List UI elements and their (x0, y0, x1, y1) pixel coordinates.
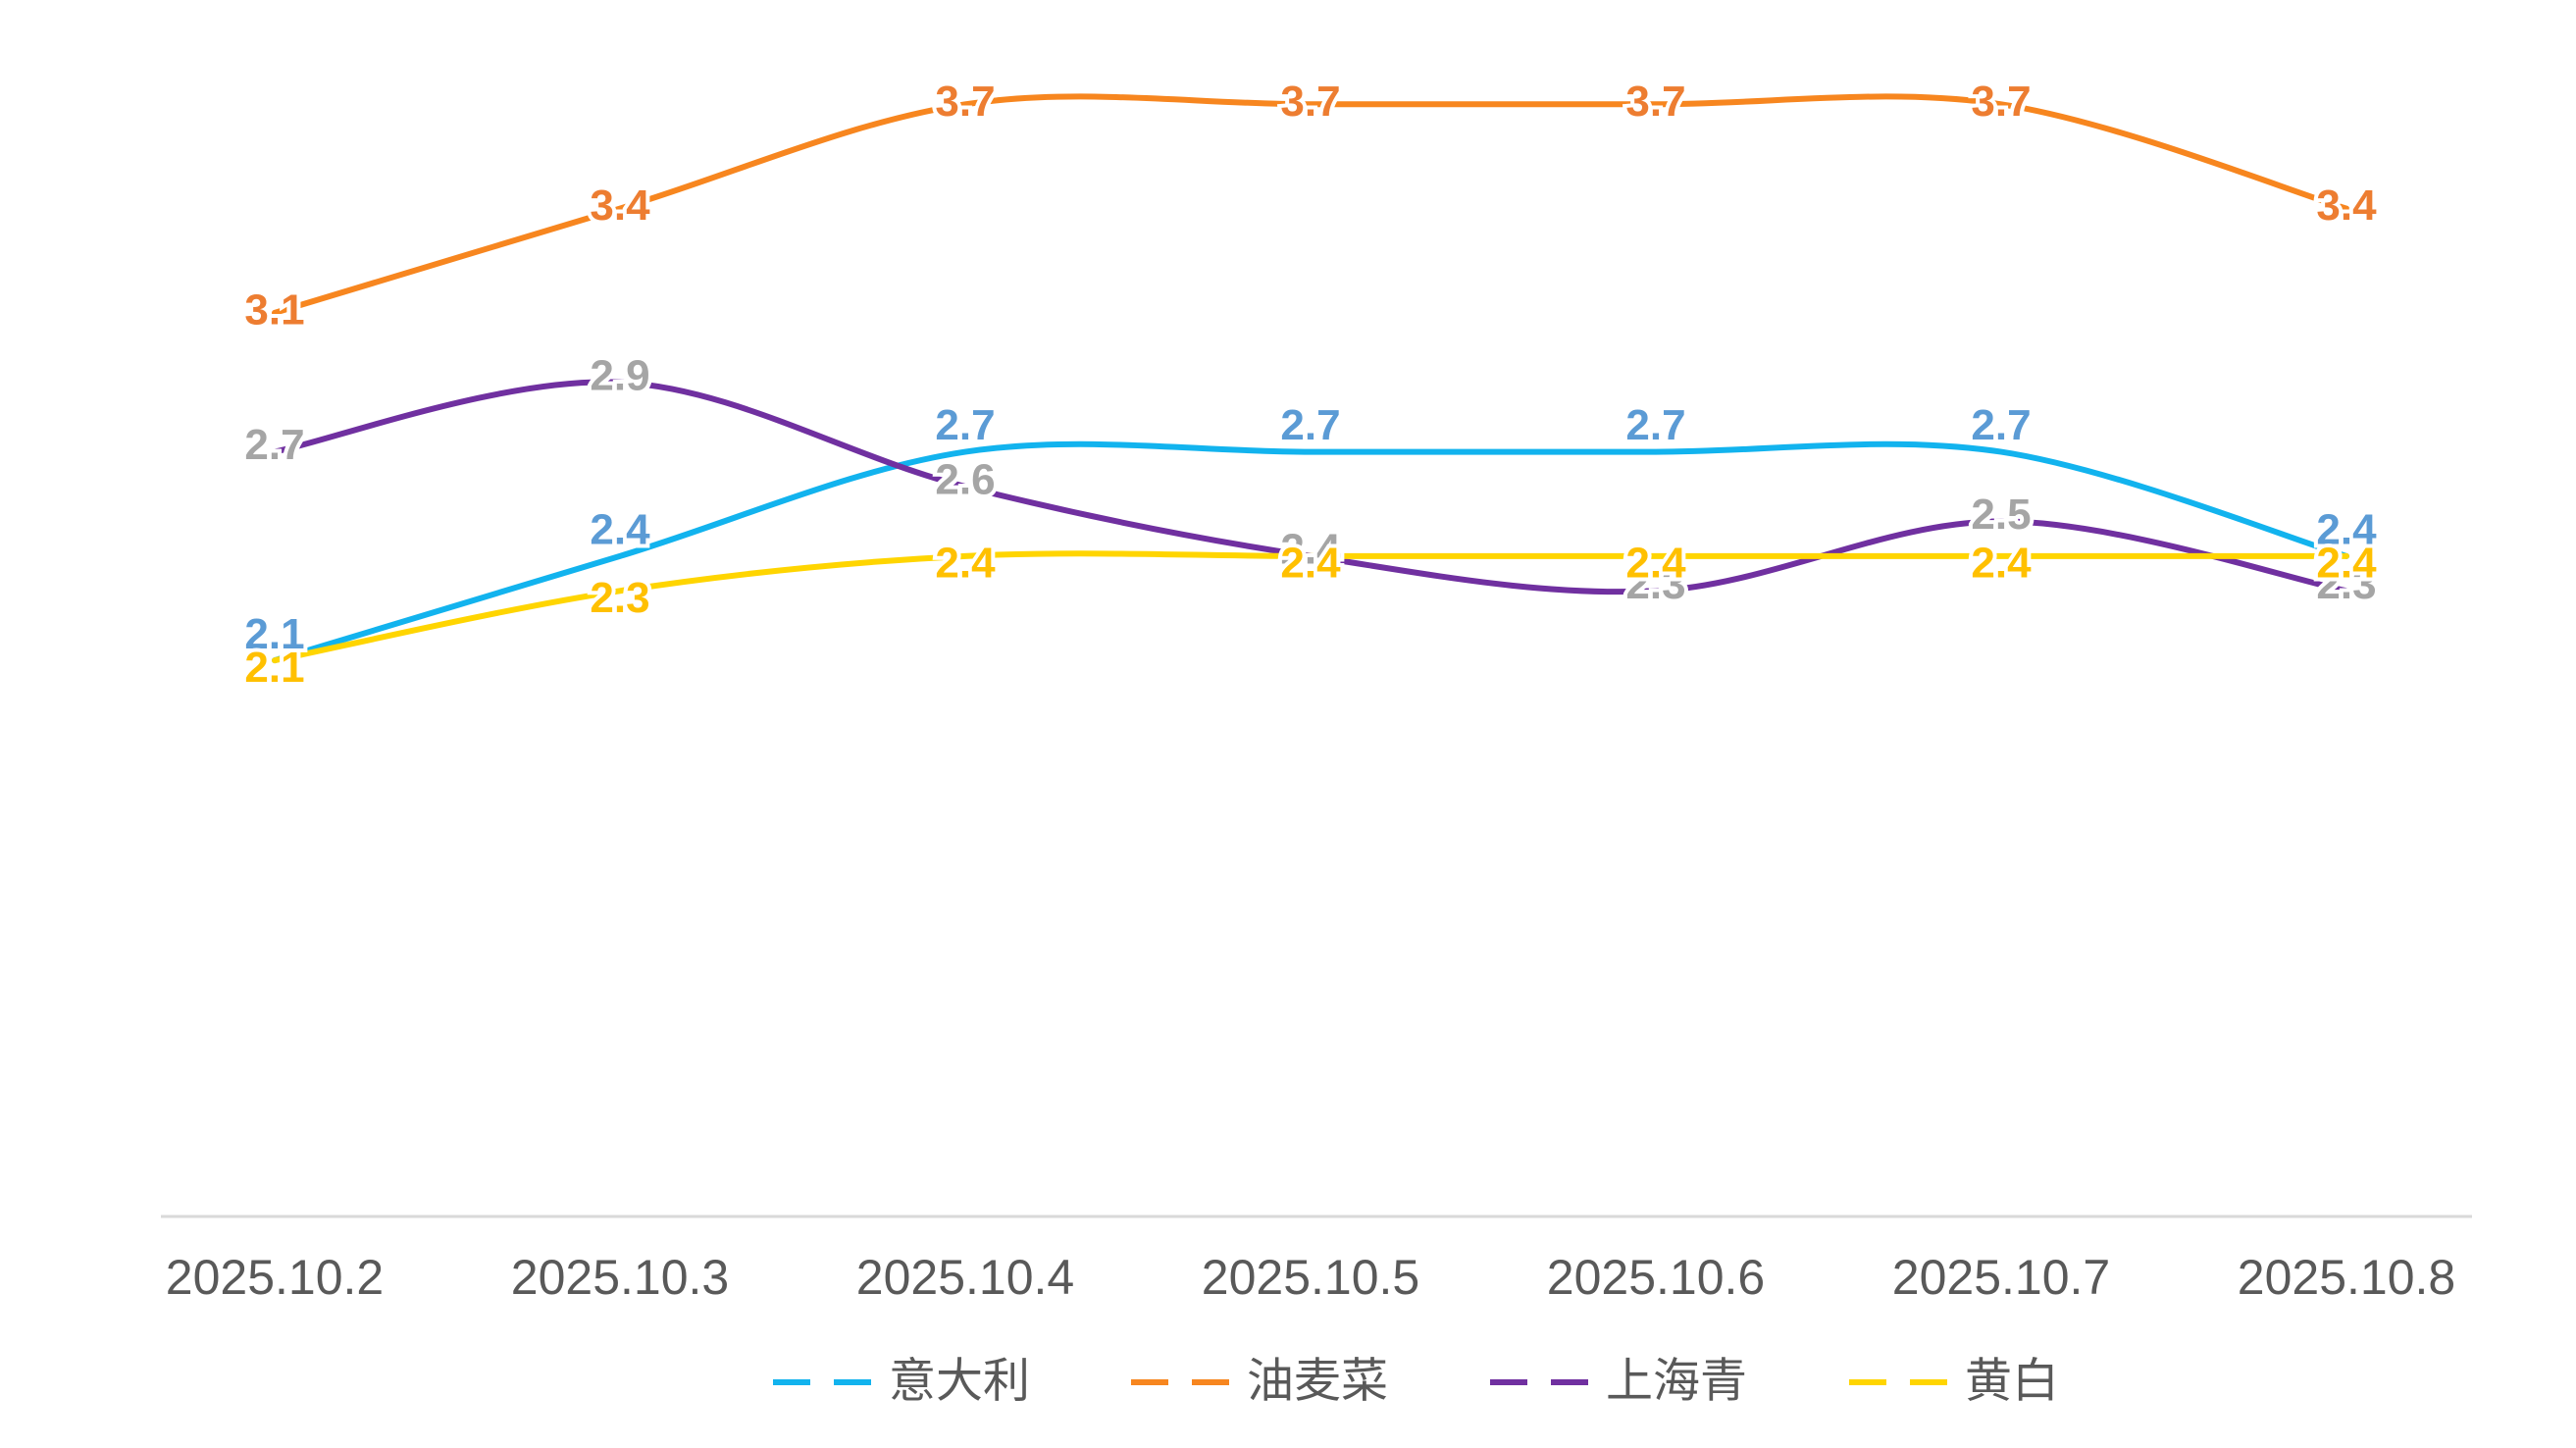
data-label: 2.3 (1625, 560, 1685, 608)
legend-label: 油麦菜 (1247, 1356, 1388, 1408)
data-label: 2.4 (935, 539, 996, 587)
data-label: 2.1 (244, 610, 304, 658)
data-label: 2.7 (244, 421, 304, 469)
x-tick-label: 2025.10.2 (166, 1250, 384, 1305)
x-tick-label: 2025.10.6 (1547, 1250, 1765, 1305)
data-label: 2.7 (935, 401, 995, 449)
series-line (272, 440, 2349, 664)
series-line (272, 93, 2349, 316)
data-label: 2.1 (244, 644, 304, 692)
data-label: 3.7 (935, 78, 995, 126)
data-label: 2.4 (1280, 525, 1341, 573)
legend-label: 意大利 (889, 1356, 1030, 1408)
data-label: 2.7 (1971, 401, 2031, 449)
x-tick-label: 2025.10.8 (2238, 1250, 2455, 1305)
x-tick-label: 2025.10.5 (1202, 1250, 1419, 1305)
data-label: 2.3 (590, 574, 649, 622)
legend-item: 上海青 (1490, 1356, 1747, 1408)
data-label: 3.7 (1625, 78, 1685, 126)
data-label: 3.1 (244, 285, 304, 334)
x-tick-label: 2025.10.3 (511, 1250, 729, 1305)
data-label: 2.6 (935, 456, 995, 504)
data-label: 2.4 (1625, 539, 1686, 587)
data-label: 3.7 (1971, 78, 2031, 126)
legend-item: 黄白 (1849, 1356, 2059, 1408)
legend-label: 黄白 (1965, 1356, 2059, 1408)
data-label: 2.9 (590, 351, 649, 399)
x-tick-label: 2025.10.7 (1892, 1250, 2110, 1305)
data-label: 3.7 (1280, 78, 1340, 126)
legend-item: 意大利 (773, 1356, 1030, 1408)
data-label: 2.5 (1971, 491, 2031, 539)
x-tick-label: 2025.10.4 (856, 1250, 1074, 1305)
data-label: 2.7 (1625, 401, 1685, 449)
data-label: 2.4 (2316, 539, 2377, 587)
data-label: 2.3 (2316, 560, 2376, 608)
data-label: 3.4 (590, 181, 650, 230)
data-label: 2.4 (1971, 539, 2032, 587)
data-label: 2.4 (1280, 539, 1341, 587)
data-label: 2.4 (590, 505, 650, 553)
legend-label: 上海青 (1606, 1356, 1747, 1408)
data-label: 2.7 (1280, 401, 1340, 449)
data-label: 2.4 (2316, 505, 2377, 553)
legend-item: 油麦菜 (1131, 1356, 1388, 1408)
data-label: 3.4 (2316, 181, 2377, 230)
series-line (272, 550, 2349, 664)
